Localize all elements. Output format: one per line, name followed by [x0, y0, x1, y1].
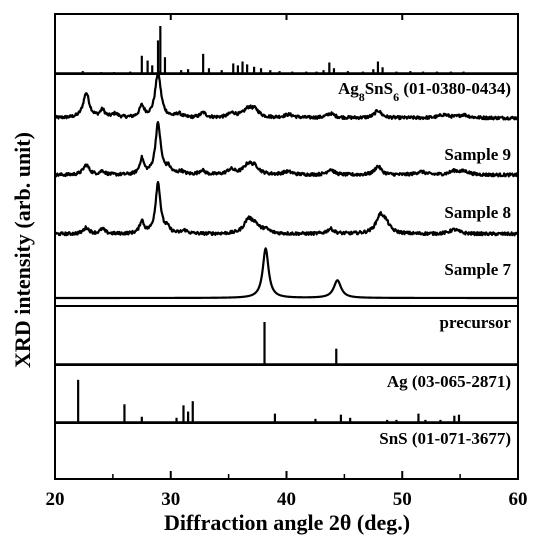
- x-tick-label: 40: [277, 489, 296, 510]
- panel-label: Ag (03-065-2871): [387, 372, 511, 391]
- panel-sample8: Sample 8: [54, 120, 519, 222]
- y-axis-title: XRD intensity (arb. unit): [10, 132, 35, 368]
- plot-frame: [54, 13, 519, 480]
- panel-label: SnS (01-071-3677): [379, 429, 511, 448]
- panel-ag: Ag (03-065-2871): [55, 322, 518, 391]
- panel-sample9: Sample 9: [54, 71, 519, 164]
- panel-label: precursor: [440, 313, 512, 332]
- x-tick-label: 20: [46, 489, 65, 510]
- x-ticks-layer: 20 30 40 50 60: [46, 14, 528, 510]
- pattern-trace: [54, 247, 519, 300]
- panel-ag8sns6: Ag8SnS6 (01-0380-0434): [55, 26, 518, 104]
- panel-label: Sample 9: [444, 145, 511, 164]
- pattern-trace: [54, 71, 519, 121]
- panel-label: Sample 7: [444, 260, 511, 279]
- panel-sample7: Sample 7: [54, 180, 519, 279]
- x-tick-label: 50: [393, 489, 412, 510]
- x-axis-title: Diffraction angle 2θ (deg.): [164, 510, 410, 535]
- pattern-trace: [54, 120, 519, 178]
- panel-label: Ag8SnS6 (01-0380-0434): [338, 79, 511, 104]
- panels-layer: Ag8SnS6 (01-0380-0434) Sample 9 Sample 8 Sa…: [54, 26, 519, 448]
- panel-label: Sample 8: [444, 203, 511, 222]
- pattern-trace: [54, 180, 519, 237]
- x-tick-label: 30: [161, 489, 180, 510]
- panel-sns: SnS (01-071-3677): [55, 379, 518, 448]
- panel-precursor: precursor: [54, 247, 519, 332]
- x-tick-label: 60: [509, 489, 528, 510]
